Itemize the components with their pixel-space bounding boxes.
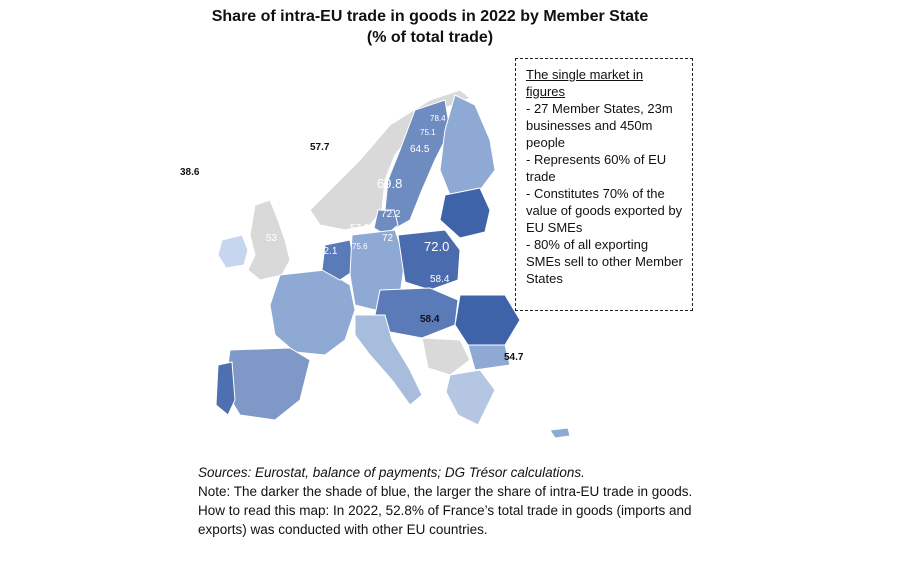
label-germany-small: 72 bbox=[382, 233, 394, 244]
infobox-item: Constitutes 70% of the value of goods ex… bbox=[526, 185, 684, 236]
europe-map bbox=[215, 89, 571, 439]
finland-region bbox=[439, 94, 496, 196]
note-text: Note: The darker the shade of blue, the … bbox=[198, 484, 693, 499]
infobox-item: Represents 60% of EU trade bbox=[526, 151, 684, 185]
baltics-region bbox=[439, 187, 491, 239]
label-romania: 54.7 bbox=[504, 352, 524, 363]
ireland-region bbox=[217, 234, 249, 269]
label-poland: 72.0 bbox=[424, 239, 450, 254]
single-market-infobox: The single market in figures 27 Member S… bbox=[515, 58, 693, 311]
portugal-region bbox=[215, 361, 236, 416]
label-denmark: 72.2 bbox=[381, 209, 401, 220]
label-ireland: 53 bbox=[266, 233, 278, 244]
france-region bbox=[269, 269, 356, 356]
how-to-read-text: How to read this map: In 2022, 52.8% of … bbox=[198, 503, 692, 537]
label-sweden-north: 78.4 bbox=[430, 114, 446, 123]
poland-region bbox=[397, 229, 461, 291]
bulgaria-region bbox=[467, 344, 511, 371]
romania-region bbox=[454, 294, 521, 346]
label-croatia: 58.4 bbox=[420, 314, 440, 325]
label-sweden-main: 69.8 bbox=[377, 176, 403, 191]
infobox-heading: The single market in figures bbox=[526, 67, 644, 99]
map-footer: Sources: Eurostat, balance of payments; … bbox=[198, 463, 718, 539]
label-sweden-mid: 64.5 bbox=[410, 144, 430, 155]
map-title: Share of intra-EU trade in goods in 2022… bbox=[0, 6, 860, 48]
label-belgium: 75.6 bbox=[352, 242, 368, 251]
spain-region bbox=[224, 347, 311, 421]
infobox-item: 27 Member States, 23m businesses and 450… bbox=[526, 100, 684, 151]
label-belgium-big: 52.1 bbox=[318, 246, 338, 257]
sources-text: Sources: Eurostat, balance of payments; … bbox=[198, 465, 585, 480]
italy-region bbox=[354, 314, 423, 406]
infobox-item: 80% of all exporting SMEs sell to other … bbox=[526, 236, 684, 287]
label-netherlands: 57.3 bbox=[350, 223, 370, 234]
label-finland-top: 75.1 bbox=[420, 128, 436, 137]
benelux-region bbox=[321, 239, 356, 281]
label-iceland: 38.6 bbox=[180, 167, 200, 178]
title-line-2: (% of total trade) bbox=[366, 29, 494, 46]
label-norway-left: 57.7 bbox=[310, 142, 330, 153]
balkans-region bbox=[421, 337, 471, 376]
infobox-list: 27 Member States, 23m businesses and 450… bbox=[526, 100, 684, 287]
title-line-1: Share of intra-EU trade in goods in 2022… bbox=[211, 8, 649, 25]
label-czechia: 58.4 bbox=[430, 274, 450, 285]
cyprus-region bbox=[549, 427, 571, 439]
greece-region bbox=[445, 369, 496, 426]
